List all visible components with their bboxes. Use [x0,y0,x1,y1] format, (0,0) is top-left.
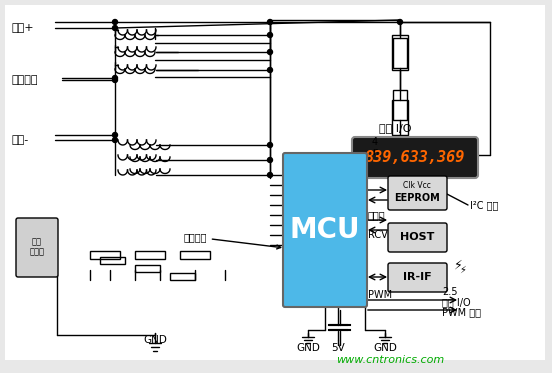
Bar [392,35,408,70]
Text: MCU: MCU [290,216,360,244]
Bar [392,100,408,135]
FancyBboxPatch shape [16,218,58,277]
FancyBboxPatch shape [388,223,447,252]
Circle shape [113,25,118,31]
Bar [180,251,210,259]
Bar [90,251,120,259]
Circle shape [268,50,273,54]
Circle shape [268,142,273,147]
Bar [135,251,165,259]
Text: GND: GND [296,343,320,353]
Text: 模拟输入: 模拟输入 [183,232,281,249]
Circle shape [397,153,402,157]
Text: 839,633,369: 839,633,369 [365,150,465,165]
FancyBboxPatch shape [388,263,447,292]
Circle shape [268,172,273,178]
Text: I²C 通信: I²C 通信 [470,200,498,210]
FancyBboxPatch shape [388,176,447,210]
Circle shape [268,157,273,163]
Bar [393,90,407,120]
Text: 不带电的: 不带电的 [12,75,39,85]
Bar [170,273,195,279]
Circle shape [113,78,118,82]
Text: ⚡: ⚡ [460,265,466,275]
Text: n: n [372,147,378,157]
Text: RCV: RCV [368,230,388,240]
Text: HOST: HOST [400,232,434,242]
FancyBboxPatch shape [352,137,478,178]
Text: 4: 4 [372,137,378,147]
Circle shape [268,19,273,25]
Circle shape [397,19,402,25]
Text: 2.5: 2.5 [442,287,458,297]
Text: 5V: 5V [331,343,345,353]
Text: 模拟-: 模拟- [12,135,29,145]
Circle shape [113,19,118,25]
Text: ⚡: ⚡ [454,258,463,272]
Text: GND: GND [373,343,397,353]
Bar [100,257,125,263]
Circle shape [113,138,118,142]
Text: 并行 I/O: 并行 I/O [379,123,411,133]
Bar [135,264,160,272]
Circle shape [113,75,118,81]
Text: 串行 I/O: 串行 I/O [442,297,471,307]
Text: www.cntronics.com: www.cntronics.com [336,355,444,365]
Text: IR-IF: IR-IF [403,272,431,282]
Circle shape [268,68,273,72]
Text: 发射机: 发射机 [368,210,386,220]
Text: 模拟+: 模拟+ [12,23,35,33]
Text: PWM 输出: PWM 输出 [442,307,481,317]
Text: 输出
传感器: 输出 传感器 [29,237,45,257]
Text: PWM: PWM [368,290,392,300]
FancyBboxPatch shape [283,153,367,307]
Text: Clk Vcc: Clk Vcc [403,182,431,191]
Circle shape [268,32,273,38]
Text: EEPROM: EEPROM [394,193,440,203]
Bar [393,38,407,68]
Circle shape [113,132,118,138]
Text: GND: GND [143,335,167,345]
